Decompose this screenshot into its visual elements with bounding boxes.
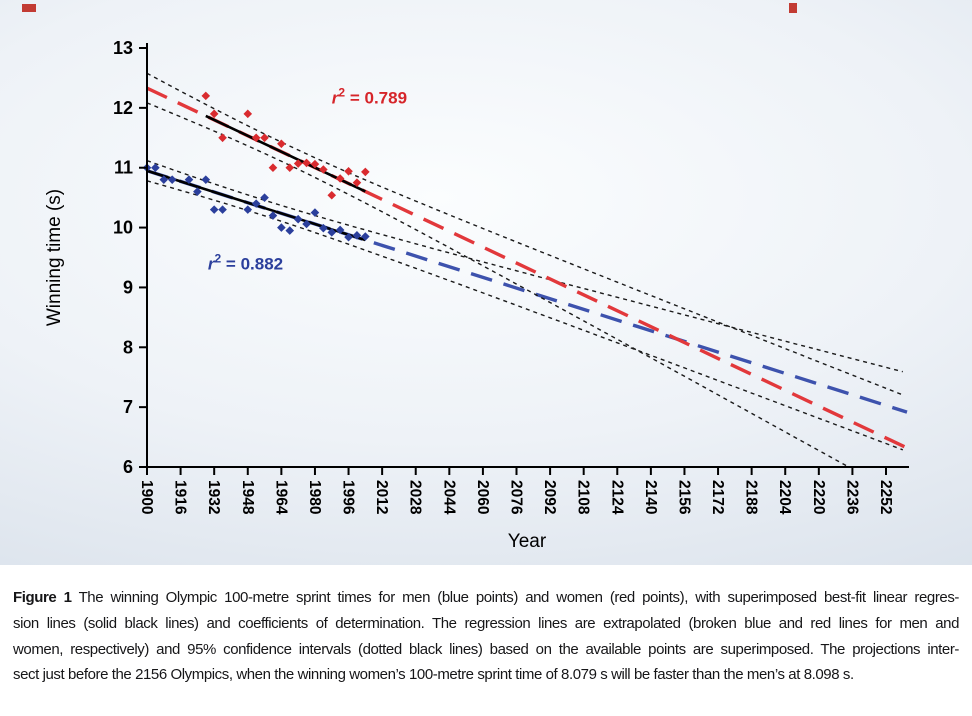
- r2-men-annotation: r2 = 0.882: [208, 252, 283, 274]
- regression-layer: [147, 72, 908, 467]
- x-tick-label: 2236: [843, 480, 860, 515]
- x-tick-label: 1964: [272, 480, 289, 515]
- women-data-point: [268, 163, 278, 173]
- caption-text: The winning Olympic 100-metre sprint tim…: [78, 589, 959, 606]
- x-tick-label: 2076: [508, 480, 525, 515]
- women-data-point: [344, 167, 353, 176]
- men-data-point: [159, 175, 169, 184]
- caption-line-3: women, respectively) and 95% confidence …: [13, 640, 959, 658]
- men-data-point: [209, 205, 219, 214]
- men-points: [142, 163, 370, 242]
- men-data-point: [218, 205, 227, 214]
- women-data-point: [293, 159, 303, 168]
- women-data-point: [277, 139, 286, 149]
- figure-number-label: Figure 1: [13, 589, 72, 606]
- x-axis-title: Year: [508, 531, 547, 552]
- x-tick-label: 2028: [407, 480, 424, 515]
- men-data-point: [344, 232, 353, 242]
- x-tick-label: 2172: [709, 480, 726, 514]
- x-tick-label: 1996: [340, 480, 357, 515]
- men-data-point: [184, 175, 194, 184]
- women-data-point: [218, 133, 227, 143]
- y-tick-label: 8: [123, 337, 133, 357]
- x-tick-label: 1932: [205, 480, 222, 514]
- sprint-times-chart: 6 7 8 9 10 11 12 13 1900 1916 1932 1948 1964 1980 1996…: [44, 38, 909, 552]
- women-confidence-interval: [147, 102, 851, 467]
- x-tick-label: 2220: [810, 480, 827, 514]
- women-confidence-interval: [147, 72, 904, 396]
- men-data-point: [201, 175, 211, 184]
- women-data-point: [243, 109, 253, 119]
- figure-caption: Figure 1 The winning Olympic 100-metre s…: [0, 565, 972, 688]
- men-data-point: [260, 193, 269, 202]
- men-confidence-interval: [147, 159, 903, 373]
- y-tick-label: 10: [113, 218, 133, 238]
- y-axis-title: Winning time (s): [44, 189, 65, 326]
- axes: [139, 43, 909, 475]
- men-data-point: [319, 223, 328, 233]
- caption-line-2: sion lines (solid black lines) and coeff…: [13, 614, 959, 632]
- x-tick-label: 2108: [575, 480, 592, 515]
- men-data-point: [277, 223, 286, 232]
- women-data-point: [310, 159, 320, 169]
- men-data-point: [251, 199, 261, 208]
- men-data-point: [361, 232, 370, 241]
- x-tick-label: 2060: [474, 480, 491, 514]
- women-data-point: [251, 133, 261, 143]
- x-tick-label: 2188: [743, 480, 760, 515]
- x-tick-label: 2012: [373, 480, 390, 514]
- men-extrapolation-line: [147, 169, 908, 414]
- y-tick-label: 12: [113, 98, 133, 118]
- men-data-point: [193, 187, 202, 196]
- men-data-point: [293, 214, 303, 224]
- men-data-point: [167, 175, 177, 184]
- women-data-point: [285, 163, 295, 173]
- women-data-point: [209, 109, 219, 119]
- men-data-point: [302, 219, 311, 229]
- men-data-point: [268, 211, 278, 220]
- men-data-point: [151, 163, 160, 173]
- women-data-point: [319, 165, 328, 174]
- men-data-point: [285, 226, 295, 235]
- men-data-point: [352, 231, 362, 240]
- x-tick-label: 2092: [541, 480, 558, 514]
- y-tick-label: 13: [113, 38, 133, 58]
- x-tick-label: 1948: [239, 480, 256, 515]
- women-data-point: [361, 167, 370, 177]
- x-tick-label: 2124: [608, 480, 625, 515]
- caption-line-4: sect just before the 2156 Olympics, when…: [13, 666, 854, 684]
- women-data-point: [335, 174, 345, 183]
- women-points: [201, 91, 370, 200]
- men-data-point: [310, 208, 320, 217]
- x-tick-label: 1980: [306, 480, 323, 514]
- x-tick-label: 2044: [440, 480, 457, 515]
- x-tick-label: 2204: [776, 480, 793, 515]
- y-tick-label: 7: [123, 397, 133, 417]
- women-data-point: [352, 178, 362, 187]
- x-tick-label: 2156: [676, 480, 693, 515]
- men-data-point: [327, 228, 337, 237]
- page-crop-mark-left: [22, 4, 36, 12]
- men-data-point: [243, 205, 253, 214]
- men-data-point: [335, 225, 345, 235]
- chart-panel: 6 7 8 9 10 11 12 13 1900 1916 1932 1948 1964 1980 1996…: [0, 0, 972, 565]
- page-crop-mark-right: [789, 3, 797, 13]
- y-tick-label: 6: [123, 457, 133, 477]
- axis-labels: 6 7 8 9 10 11 12 13 1900 1916 1932 1948 1964 1980 1996…: [44, 38, 894, 552]
- women-data-point: [260, 133, 269, 143]
- x-tick-label: 1900: [138, 480, 155, 514]
- men-confidence-interval: [147, 180, 904, 451]
- women-data-point: [302, 158, 311, 168]
- x-tick-label: 2252: [877, 480, 894, 514]
- women-data-point: [201, 91, 211, 101]
- women-data-point: [327, 190, 337, 200]
- x-tick-label: 2140: [642, 480, 659, 514]
- y-tick-label: 11: [114, 158, 133, 178]
- caption-line-1: Figure 1 The winning Olympic 100-metre s…: [13, 585, 959, 611]
- x-tick-label: 1916: [172, 480, 189, 515]
- y-tick-label: 9: [123, 277, 133, 297]
- r2-women-annotation: r2 = 0.789: [332, 86, 407, 108]
- figure-1: 6 7 8 9 10 11 12 13 1900 1916 1932 1948 1964 1980 1996…: [0, 0, 972, 688]
